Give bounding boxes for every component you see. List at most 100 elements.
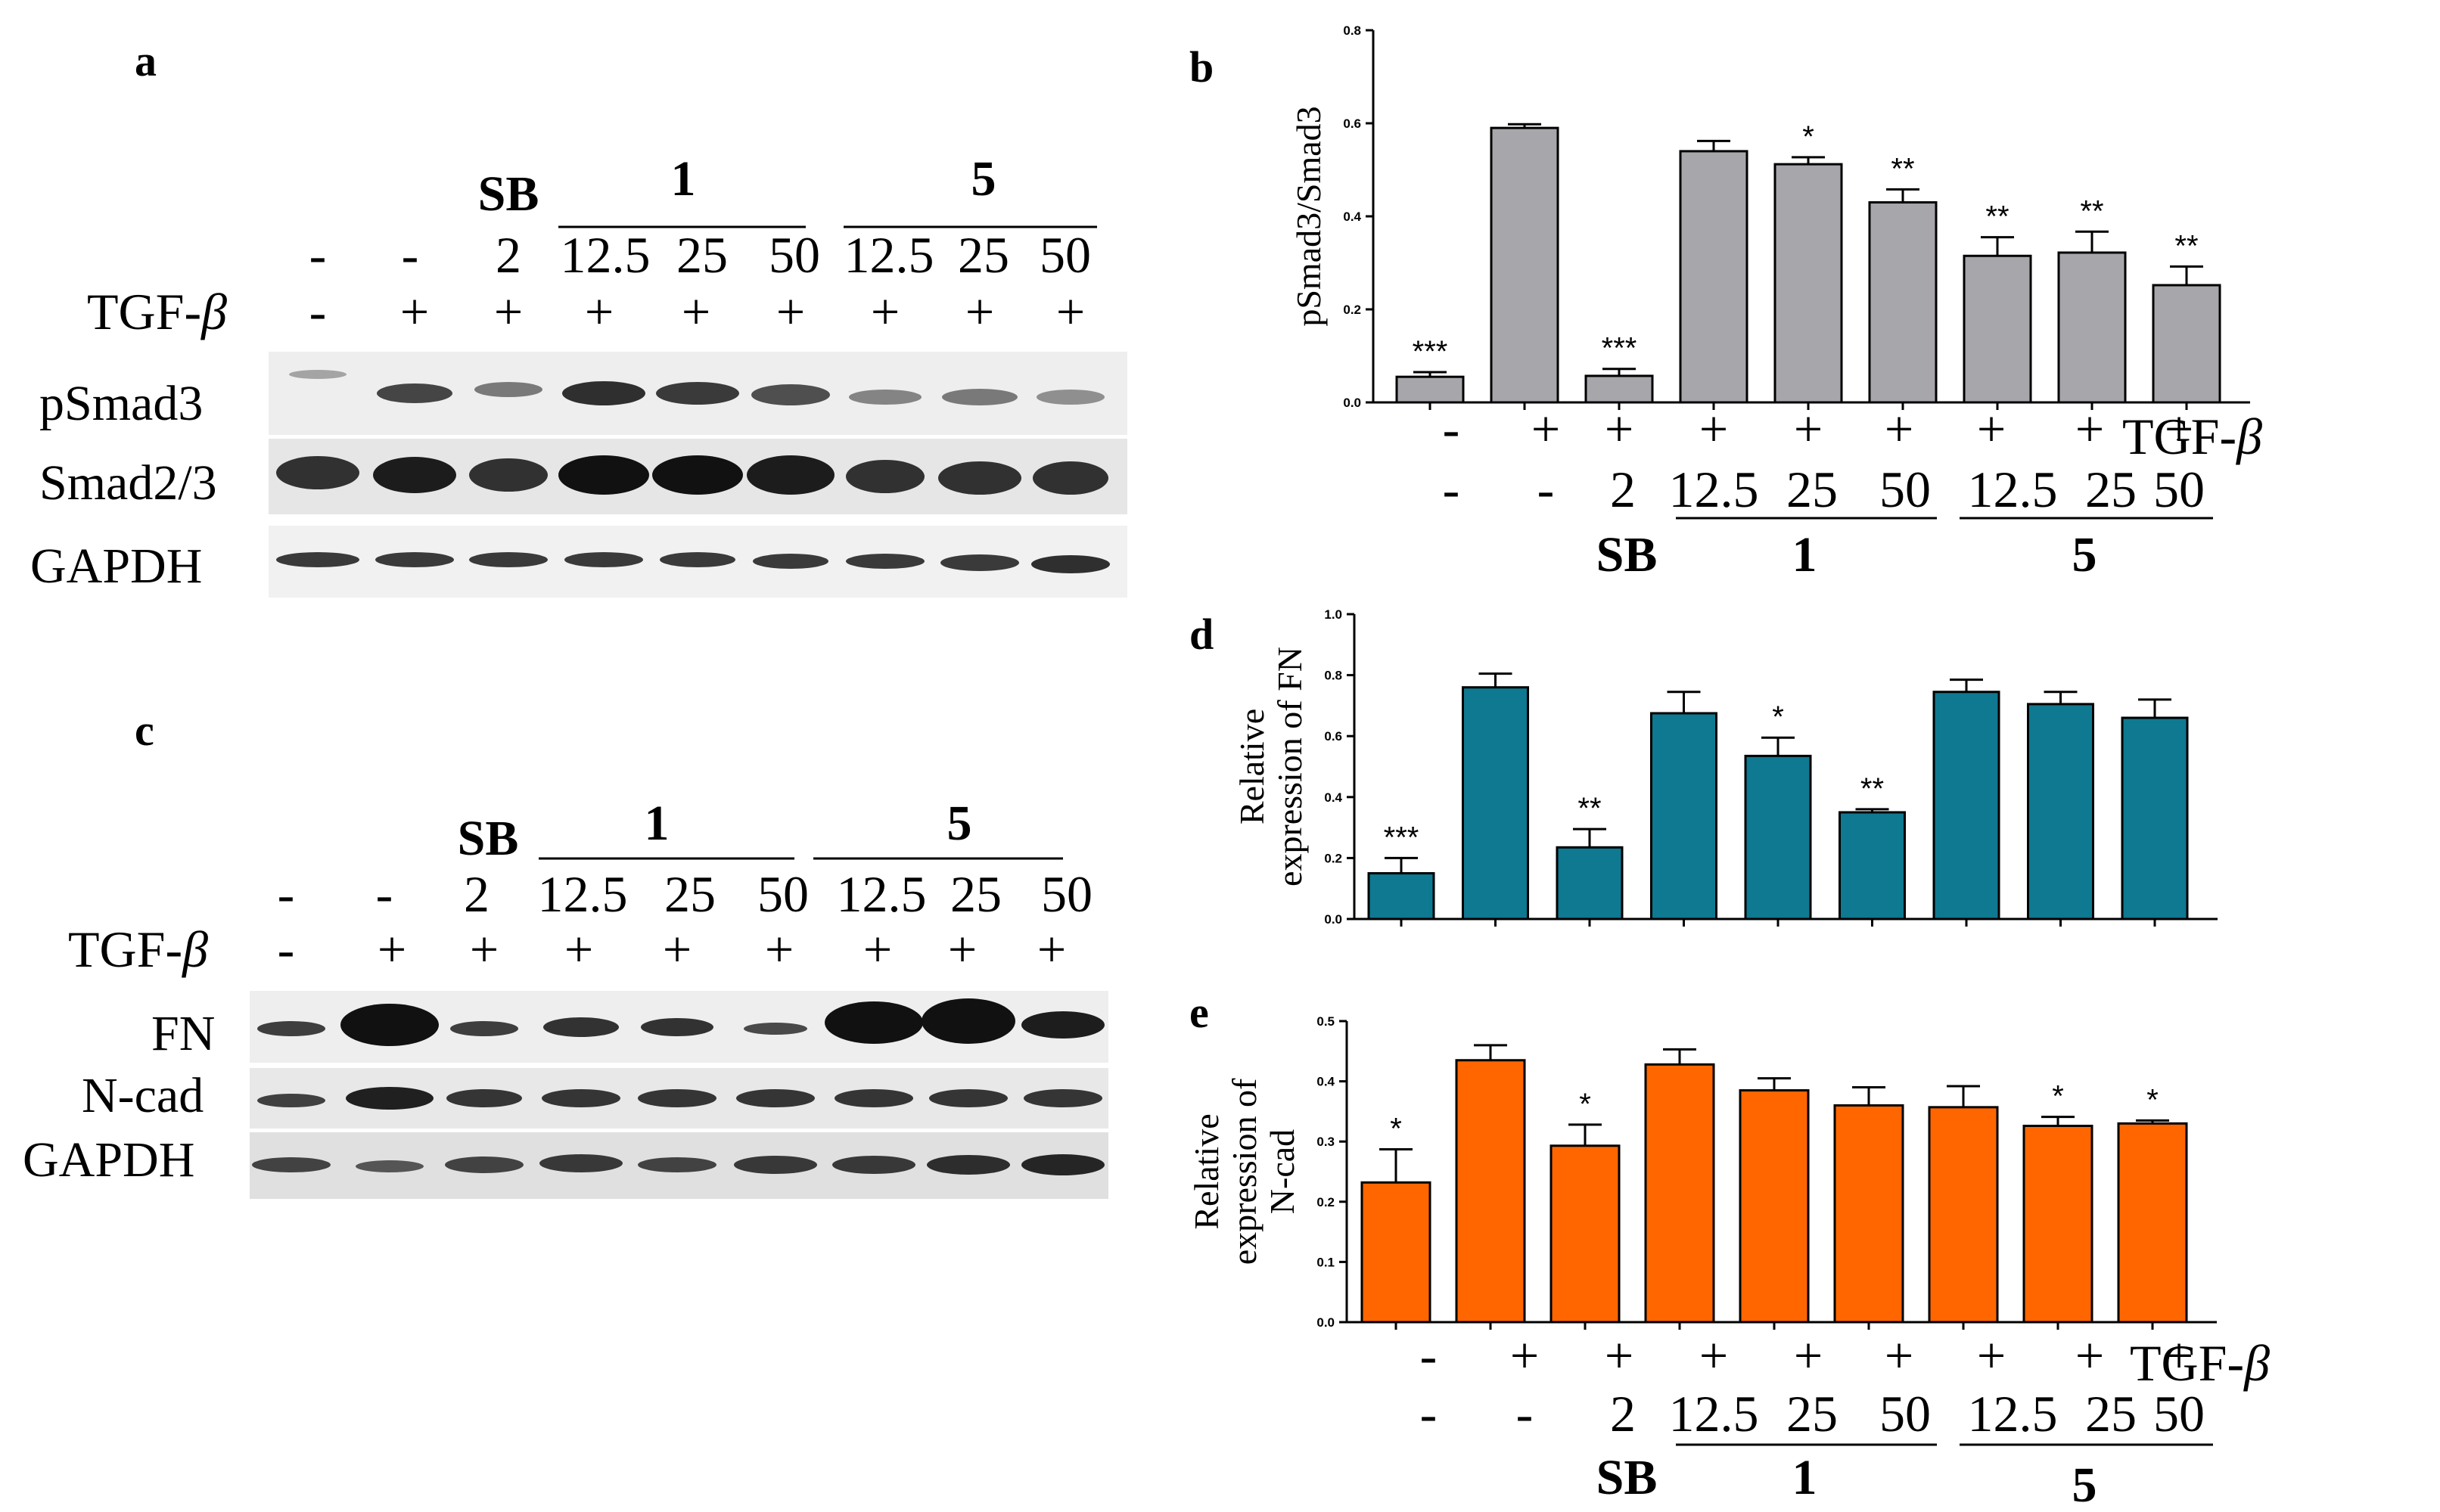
tgf-a-6: +	[871, 283, 900, 340]
band-gapdh-c-8	[1021, 1154, 1105, 1175]
tgf-e-0: -	[1420, 1327, 1438, 1384]
bar-b-8	[2152, 284, 2221, 404]
group-label-5: 5	[971, 151, 996, 206]
tgf-e-7: +	[2075, 1327, 2104, 1384]
y-axis-title-e-line-0: Relative	[1187, 1113, 1226, 1229]
dose-a-1: -	[402, 226, 419, 284]
band-fn-2	[450, 1021, 518, 1036]
tgf-a-3: +	[585, 283, 614, 340]
group-label-5-e: 5	[2072, 1458, 2097, 1512]
bar-d-5	[1839, 811, 1906, 921]
y-axis-title-b: pSmad3/Smad3	[1289, 106, 1328, 326]
tgf-e-8: +	[2165, 1327, 2193, 1384]
tgf-b-6: +	[1977, 400, 2006, 458]
bar-d-8	[2121, 716, 2189, 921]
bar-d-1	[1462, 686, 1529, 921]
dose-c-2: 2	[464, 865, 490, 923]
y-axis-title-e-line-2: N-cad	[1263, 1129, 1301, 1214]
bar-d-4	[1744, 754, 1812, 921]
significance-e-2: *	[1579, 1088, 1591, 1121]
group-label-sb: SB	[478, 166, 539, 222]
tgf-b-8: +	[2165, 400, 2193, 458]
group-label-5-c: 5	[947, 796, 972, 851]
band-gapdh-a-6	[846, 554, 925, 569]
y-tick-label-b-0: 0.0	[1343, 396, 1361, 410]
bar-b-6	[1963, 254, 2032, 404]
chart-d-FN: 0.0 0.2 0.4 0.6 0.8 1.0 Relative expression of …	[1232, 607, 2218, 927]
dose-e-1: -	[1516, 1385, 1534, 1442]
band-fn-5	[744, 1023, 807, 1035]
bar-b-0	[1395, 375, 1465, 404]
significance-e-8: *	[2146, 1083, 2159, 1116]
dose-b-4: 25	[1786, 461, 1838, 518]
dose-e-6: 12.5	[1968, 1385, 2058, 1442]
band-gapdh-a-4	[660, 552, 735, 567]
tgf-c-8: +	[1037, 921, 1066, 978]
row-label-psmad3: pSmad3	[39, 376, 203, 431]
bar-d-0	[1367, 872, 1435, 921]
dose-e-0: -	[1420, 1385, 1438, 1442]
group-label-1-b: 1	[1792, 527, 1817, 582]
band-gapdh-c-1	[356, 1160, 424, 1172]
tgf-e-6: +	[1977, 1327, 2006, 1384]
band-smad23-1	[373, 457, 456, 493]
tgf-b-1: +	[1531, 400, 1560, 458]
band-fn-0	[257, 1021, 325, 1036]
dose-b-1: -	[1537, 461, 1555, 518]
tgf-label-e: TGF-β	[2130, 1334, 2270, 1392]
dose-b-8: 50	[2153, 461, 2205, 518]
bar-b-4	[1773, 163, 1843, 404]
band-smad23-5	[747, 455, 835, 495]
bar-e-0	[1360, 1181, 1431, 1324]
group-label-sb-c: SB	[458, 811, 519, 866]
y-tick-label-e-5: 0.5	[1316, 1014, 1335, 1029]
band-ncad-2	[446, 1089, 522, 1107]
dose-b-3: 12.5	[1669, 461, 1759, 518]
y-axis-title-d-line-1: expression of FN	[1270, 647, 1309, 886]
bar-d-7	[2027, 703, 2094, 921]
chart-b-treatments: TGF-β - + + + + + + + + - - 2 12.5 25 50…	[1443, 400, 2262, 582]
tgf-c-4: +	[663, 921, 692, 978]
bar-d-3	[1650, 712, 1717, 921]
tgf-label-b: TGF-β	[2122, 408, 2262, 465]
tgf-a-2: +	[494, 283, 523, 340]
tgf-a-1: +	[400, 283, 429, 340]
chart-e-treatments: TGF-β - + + + + + + + + - - 2 12.5 25 50…	[1420, 1327, 2270, 1512]
panel-letter-d: d	[1189, 610, 1214, 659]
significance-b-2: ***	[1602, 332, 1637, 365]
band-ncad-5	[736, 1089, 815, 1107]
tgf-e-2: +	[1605, 1327, 1633, 1384]
band-fn-7	[922, 998, 1015, 1044]
dose-c-3: 12.5	[538, 865, 628, 923]
y-tick-label-b-3: 0.6	[1343, 116, 1361, 131]
tgf-b-3: +	[1699, 400, 1728, 458]
y-tick-label-b-1: 0.2	[1343, 303, 1361, 317]
y-tick-label-d-1: 0.2	[1324, 851, 1342, 865]
bar-b-1	[1490, 126, 1559, 404]
band-gapdh-a-0	[276, 552, 359, 567]
band-psmad3-1	[377, 383, 452, 403]
tgf-a-4: +	[682, 283, 710, 340]
bar-e-5	[1833, 1104, 1904, 1324]
dose-a-8: 50	[1040, 226, 1091, 284]
dose-b-6: 12.5	[1968, 461, 2058, 518]
dose-b-2: 2	[1610, 461, 1636, 518]
significance-d-2: **	[1577, 792, 1601, 825]
tgf-e-4: +	[1794, 1327, 1823, 1384]
band-fn-1	[340, 1004, 439, 1046]
dose-a-6: 12.5	[844, 226, 934, 284]
bar-b-3	[1679, 150, 1748, 404]
significance-b-4: *	[1802, 120, 1814, 154]
band-fn-4	[641, 1018, 713, 1036]
blot-a-header: SB 1 5 - - 2 12.5 25 50 12.5 25 50 TGF-β…	[87, 151, 1097, 340]
dose-b-0: -	[1443, 461, 1460, 518]
band-psmad3-5	[751, 384, 830, 405]
dose-c-1: -	[376, 865, 393, 923]
tgf-e-1: +	[1510, 1327, 1539, 1384]
tgf-c-0: -	[278, 921, 295, 978]
row-label-gapdh-c: GAPDH	[23, 1132, 194, 1188]
significance-b-7: **	[2080, 194, 2103, 228]
dose-a-2: 2	[496, 226, 521, 284]
tgf-c-5: +	[765, 921, 794, 978]
band-psmad3-3	[562, 381, 645, 405]
